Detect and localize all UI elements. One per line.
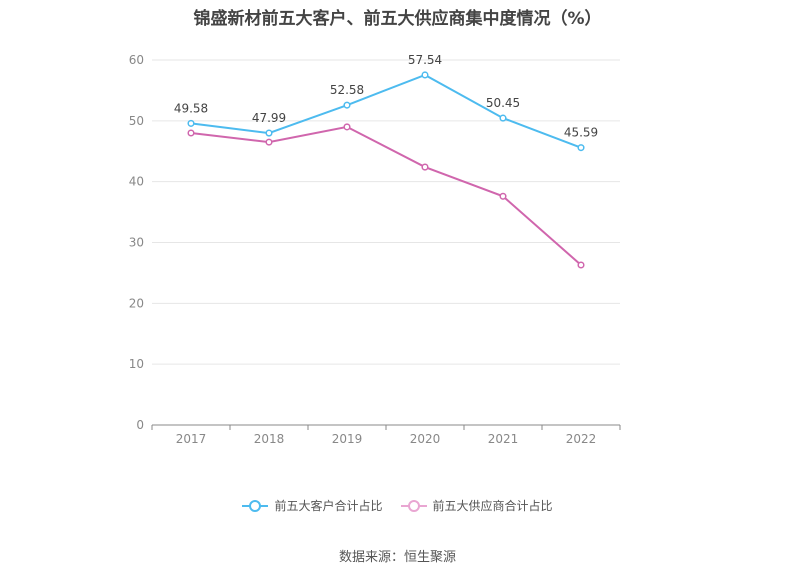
legend-label-customers: 前五大客户合计占比 [274,499,383,513]
data-label: 47.99 [252,111,286,125]
data-point[interactable] [421,71,429,79]
series-line-0 [190,73,582,149]
data-point[interactable] [421,163,429,171]
legend-item-suppliers[interactable]: 前五大供应商合计占比 [400,497,553,514]
y-tick-label: 30 [129,236,144,250]
x-tick-label: 2020 [410,432,441,446]
x-axis-ticks: 2017 2018 2019 2020 2021 2022 [151,425,621,446]
x-tick-label: 2022 [566,432,597,446]
data-label: 50.45 [486,96,520,110]
data-point[interactable] [343,123,351,131]
legend-item-customers[interactable]: 前五大客户合计占比 [242,497,383,514]
data-point[interactable] [343,101,351,109]
gridlines [152,59,620,365]
y-tick-label: 40 [129,175,144,189]
data-point[interactable] [265,129,273,137]
y-tick-label: 60 [129,53,144,67]
data-source: 数据来源：恒生聚源 [338,550,456,565]
chart-title: 锦盛新材前五大客户、前五大供应商集中度情况（%） [193,9,602,29]
data-label: 49.58 [174,101,208,115]
x-tick-label: 2018 [254,432,285,446]
legend-marker-suppliers [400,499,427,513]
legend-label-suppliers: 前五大供应商合计占比 [432,499,553,513]
data-point[interactable] [577,144,585,152]
y-tick-label: 20 [129,296,144,310]
data-point[interactable] [187,129,195,137]
y-tick-label: 50 [129,114,144,128]
data-label: 57.54 [408,53,442,67]
series-lines [187,71,585,269]
legend: 前五大客户合计占比 前五大供应商合计占比 [0,497,795,514]
data-label: 52.58 [330,83,364,97]
data-point[interactable] [265,138,273,146]
data-labels: 49.58 47.99 52.58 57.54 50.45 45.59 [174,53,598,140]
y-tick-label: 0 [136,418,144,432]
data-point[interactable] [577,261,585,269]
series-line-1 [190,125,582,266]
x-tick-label: 2019 [332,432,363,446]
y-axis-ticks: 0 10 20 30 40 50 60 [129,53,144,432]
x-tick-label: 2021 [488,432,519,446]
y-tick-label: 10 [129,357,144,371]
x-tick-label: 2017 [176,432,207,446]
legend-marker-customers [242,499,269,513]
data-point[interactable] [499,114,507,122]
data-point[interactable] [187,119,195,127]
data-point[interactable] [499,192,507,200]
data-label: 45.59 [564,126,598,140]
